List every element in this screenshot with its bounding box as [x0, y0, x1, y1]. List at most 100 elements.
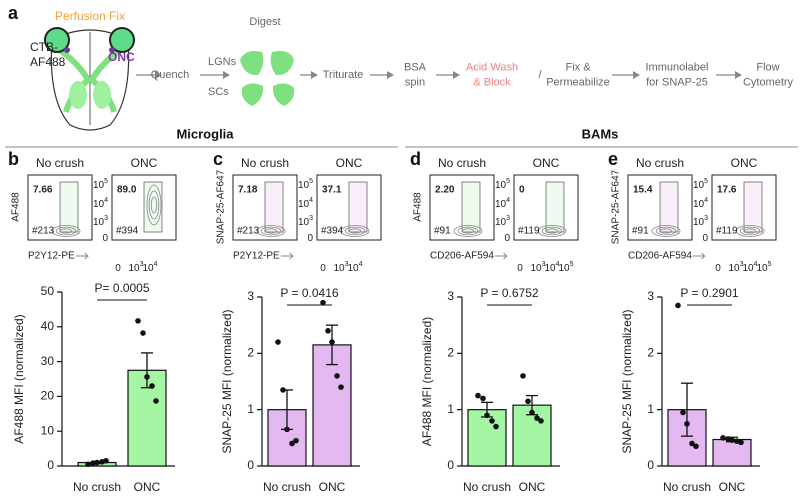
y-axis-label: AF488 MFI (normalized)	[12, 314, 26, 443]
gate	[59, 181, 79, 233]
flow-y-tick-base: 10	[495, 217, 507, 228]
data-point	[489, 418, 495, 424]
flow-x-tick: 104	[544, 261, 559, 274]
arrow-head	[735, 71, 742, 79]
x-tick-label: No crush	[463, 480, 511, 494]
flow-y-tick-base: 10	[298, 180, 310, 191]
x-tick-label: ONC	[134, 480, 161, 494]
flow-title: No crush	[636, 156, 684, 170]
panel-letter: a	[8, 3, 19, 23]
y-axis-label: SNAP-25 MFI (normalized)	[220, 309, 234, 453]
contour	[348, 228, 361, 234]
y-tick-label: 0	[247, 458, 254, 472]
flow-x-tick-exponent: 5	[570, 261, 574, 268]
y-tick-label: 2	[647, 346, 654, 360]
x-tick-label: ONC	[519, 480, 546, 494]
data-point	[85, 461, 91, 468]
x-tick-label: No crush	[663, 480, 711, 494]
flow-y-tick-base: 10	[693, 180, 705, 191]
flow-y-tick-base: 10	[93, 199, 105, 210]
contour	[660, 228, 673, 234]
contour	[453, 225, 483, 237]
flow-y-tick-exponent: 3	[506, 215, 510, 222]
panel-letter: c	[213, 149, 223, 169]
data-point	[720, 435, 726, 441]
data-point	[325, 328, 331, 334]
x-tick-label: ONC	[719, 480, 746, 494]
region-label: SCs	[208, 86, 229, 98]
gate	[348, 181, 368, 233]
workflow-step: Fix &	[565, 61, 591, 73]
flow-y-tick: 105	[298, 178, 313, 191]
arrow-head	[453, 71, 460, 79]
flow-y-tick-base: 10	[693, 199, 705, 210]
gate-percent: 89.0	[117, 185, 137, 196]
contour	[55, 226, 77, 236]
data-point	[738, 439, 744, 446]
flow-x-tick-base: 0	[115, 263, 121, 274]
x-tick-label: No crush	[73, 480, 121, 494]
data-point	[149, 383, 155, 389]
contour	[148, 190, 160, 220]
flow-x-tick-base: 10	[142, 263, 154, 274]
flow-x-tick-base: 10	[347, 263, 359, 274]
flow-title: No crush	[438, 156, 486, 170]
y-tick-label: 1	[247, 402, 254, 416]
contour	[735, 225, 765, 237]
flow-x-tick: 0	[320, 263, 326, 274]
data-point	[525, 398, 531, 405]
workflow-step: spin	[405, 76, 425, 88]
gate-percent: 37.1	[322, 185, 342, 196]
tracer-label: AF488	[30, 55, 66, 69]
event-count: #91	[632, 226, 649, 237]
data-point	[484, 412, 490, 419]
y-tick-label: 3	[647, 289, 654, 303]
data-point	[475, 392, 481, 399]
flow-y-tick-base: 10	[298, 217, 310, 228]
contour	[51, 225, 81, 237]
flow-y-tick-base: 10	[693, 217, 705, 228]
flow-y-tick-exponent: 3	[704, 215, 708, 222]
y-tick-label: 50	[41, 284, 55, 298]
flow-x-arrow	[280, 252, 295, 260]
data-point	[520, 373, 526, 379]
flow-x-tick-base: 10	[530, 263, 542, 274]
flow-y-label: AF488	[11, 192, 22, 222]
flow-title: No crush	[241, 156, 289, 170]
gate	[659, 181, 679, 233]
event-count: #394	[116, 226, 139, 237]
flow-y-tick: 103	[693, 215, 708, 228]
flow-y-tick: 103	[93, 215, 108, 228]
section-title: BAMs	[582, 126, 619, 141]
panel-letter: b	[8, 149, 19, 169]
flow-y-tick: 104	[693, 197, 708, 210]
y-tick-label: 40	[41, 319, 55, 333]
y-tick-label: 0	[47, 458, 54, 472]
flow-x-tick: 105	[756, 261, 771, 274]
flow-x-tick-base: 10	[558, 263, 570, 274]
flow-title: ONC	[336, 156, 363, 170]
flow-x-tick: 103	[128, 261, 143, 274]
arrow-head	[155, 71, 162, 79]
arrow-head	[387, 71, 394, 79]
p-value: P = 0.6752	[480, 286, 538, 300]
y-tick-label: 30	[41, 354, 55, 368]
data-point	[689, 440, 695, 447]
y-tick-label: 0	[647, 458, 654, 472]
flow-y-tick-exponent: 5	[104, 178, 108, 185]
flow-x-tick: 0	[715, 263, 721, 274]
flow-x-tick-exponent: 3	[345, 261, 349, 268]
flow-y-tick-exponent: 5	[506, 178, 510, 185]
panel-letter: d	[410, 149, 421, 169]
flow-x-tick-exponent: 3	[140, 261, 144, 268]
flow-x-tick-base: 0	[517, 263, 523, 274]
arrow-head	[633, 71, 640, 79]
flow-y-tick: 103	[495, 215, 510, 228]
workflow-step: for SNAP-25	[646, 76, 708, 88]
contour	[457, 226, 479, 236]
flow-y-tick: 105	[693, 178, 708, 191]
flow-y-label: AF488	[413, 192, 424, 222]
flow-x-tick: 0	[115, 263, 121, 274]
arrow-head	[311, 71, 318, 79]
y-tick-label: 3	[447, 289, 454, 303]
